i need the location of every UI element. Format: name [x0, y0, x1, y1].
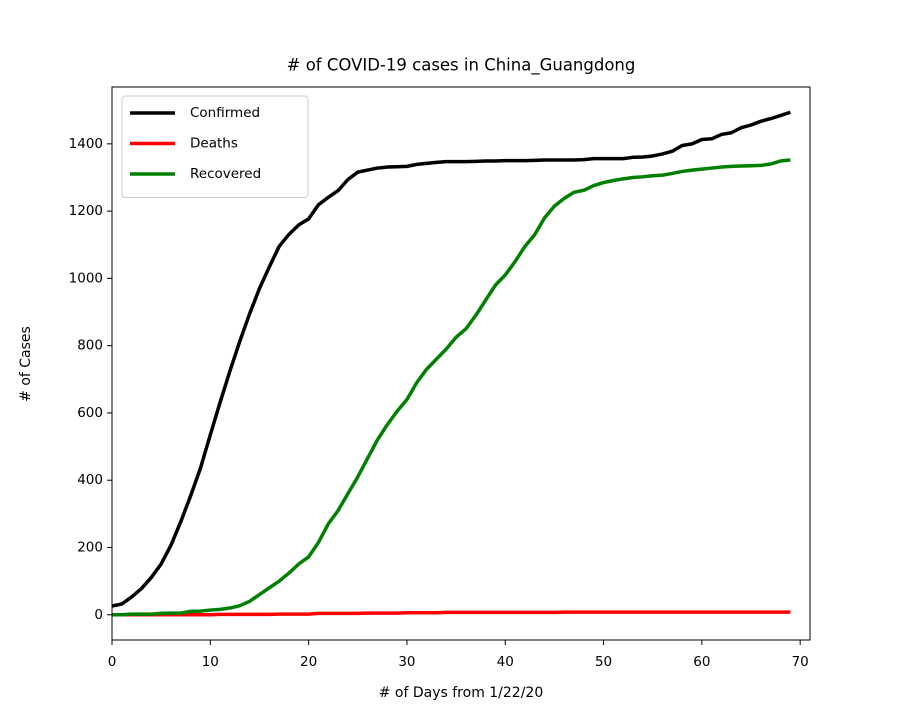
x-tick-label: 60 — [693, 654, 710, 670]
y-tick-label: 1200 — [69, 203, 103, 219]
y-tick-label: 400 — [77, 472, 103, 488]
y-tick-label: 800 — [77, 338, 103, 354]
legend-label: Confirmed — [190, 105, 260, 121]
legend-label: Recovered — [190, 166, 261, 182]
x-tick-label: 40 — [497, 654, 514, 670]
x-tick-label: 30 — [398, 654, 415, 670]
x-tick-label: 70 — [792, 654, 809, 670]
series-line — [112, 610, 791, 617]
series-line — [112, 158, 791, 617]
legend-box — [121, 95, 309, 198]
y-tick-label: 600 — [77, 405, 103, 421]
legend-label: Deaths — [190, 136, 238, 152]
y-tick-label: 0 — [94, 607, 103, 623]
x-tick-label: 50 — [595, 654, 612, 670]
y-tick-label: 1000 — [69, 270, 103, 286]
x-tick-label: 0 — [108, 654, 117, 670]
y-tick-label: 1400 — [69, 136, 103, 152]
plot-frame — [111, 86, 811, 641]
chart-title: # of COVID-19 cases in China_Guangdong — [287, 56, 636, 76]
x-axis-label: # of Days from 1/22/20 — [379, 685, 544, 701]
x-tick-label: 10 — [202, 654, 219, 670]
y-axis-label: # of Cases — [18, 326, 34, 402]
y-tick-label: 200 — [77, 539, 103, 555]
series-line — [112, 110, 791, 608]
x-tick-label: 20 — [300, 654, 317, 670]
